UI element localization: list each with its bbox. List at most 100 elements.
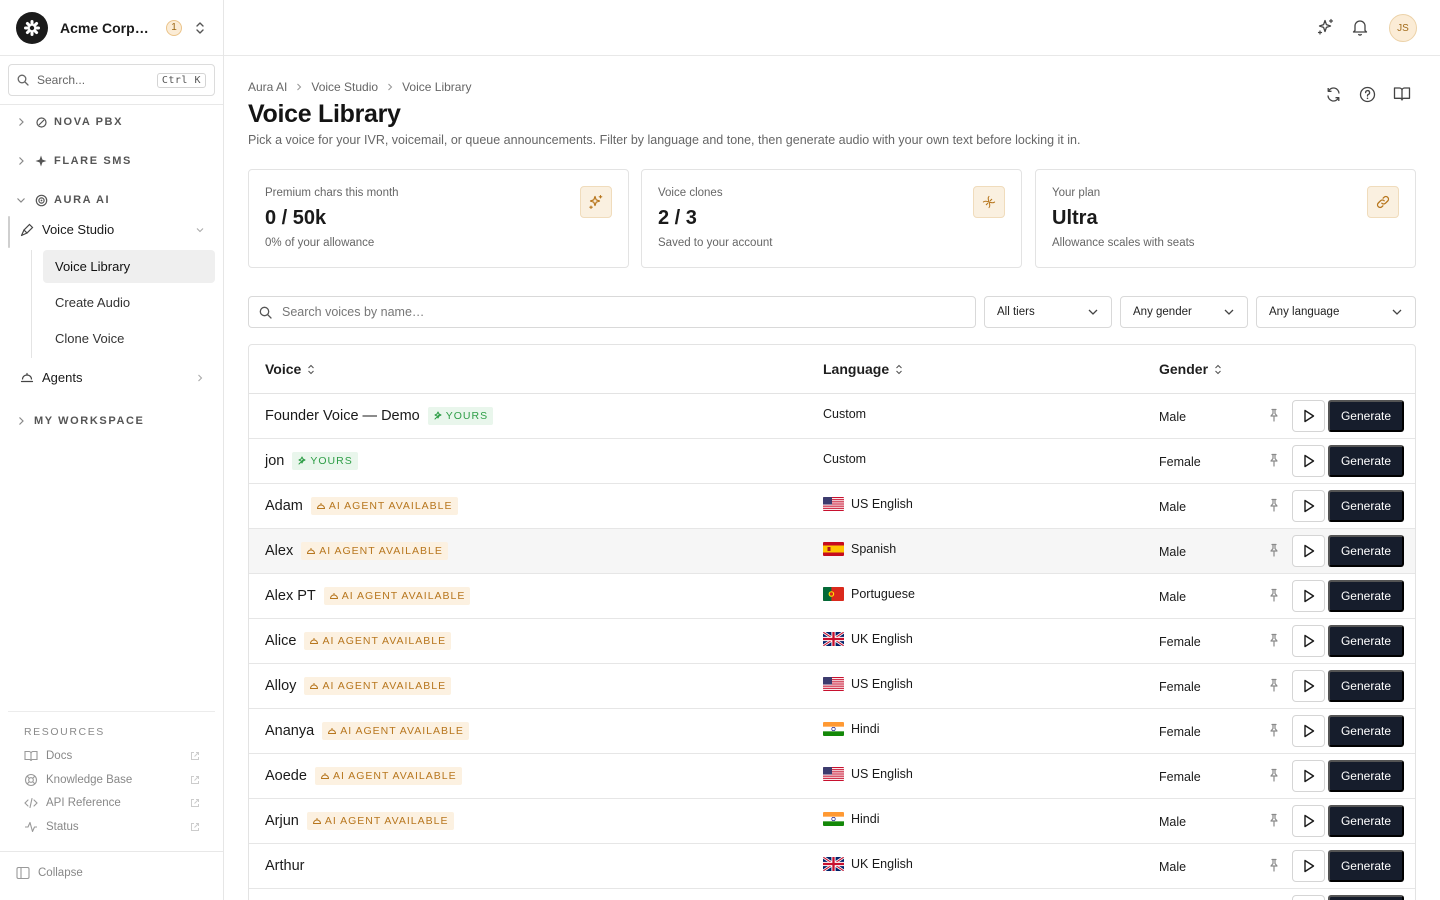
play-preview-button[interactable] [1292, 535, 1325, 567]
stat-label: Voice clones [658, 187, 723, 199]
sort-gender-header[interactable]: Gender [1159, 361, 1222, 377]
resource-api-reference[interactable]: API Reference [24, 794, 200, 812]
table-row[interactable]: Arthur UK English Male Generate [249, 844, 1415, 889]
table-row[interactable]: Generate [249, 889, 1415, 900]
breadcrumb-item[interactable]: Aura AI [248, 80, 288, 94]
sparkles-icon[interactable] [1317, 18, 1335, 36]
table-row[interactable]: Ananya AI AGENT AVAILABLE Hindi Female Ge… [249, 709, 1415, 754]
pin-icon[interactable] [1268, 768, 1280, 782]
pin-icon[interactable] [1268, 453, 1280, 467]
play-preview-button[interactable] [1292, 400, 1325, 432]
generate-button[interactable]: Generate [1328, 670, 1404, 702]
sort-voice-header[interactable]: Voice [265, 361, 315, 377]
sidebar-search[interactable]: Search... Ctrl K [8, 64, 215, 96]
pin-icon[interactable] [1268, 588, 1280, 602]
voice-cell: jon YOURS [265, 439, 358, 483]
gender-cell: Male [1159, 410, 1187, 424]
language-label: UK English [851, 857, 913, 871]
group-flare-sms[interactable]: FLARE SMS [16, 151, 132, 171]
table-row[interactable]: Arjun AI AGENT AVAILABLE Hindi Male Gener… [249, 799, 1415, 844]
sort-language-header[interactable]: Language [823, 361, 903, 377]
book-open-icon[interactable] [1393, 86, 1411, 102]
collapse-sidebar-button[interactable]: Collapse [16, 866, 83, 880]
voice-search-input[interactable]: Search voices by name… [248, 296, 976, 328]
group-my-workspace[interactable]: MY WORKSPACE [16, 411, 144, 431]
refresh-icon[interactable] [1325, 86, 1342, 103]
pin-icon[interactable] [1268, 858, 1280, 872]
avatar[interactable]: JS [1389, 14, 1417, 42]
table-row[interactable]: Adam AI AGENT AVAILABLE US English Male G… [249, 484, 1415, 529]
agent-available-badge: AI AGENT AVAILABLE [301, 542, 448, 560]
table-row[interactable]: Alloy AI AGENT AVAILABLE US English Femal… [249, 664, 1415, 709]
generate-button[interactable]: Generate [1328, 445, 1404, 477]
sidebar-item-clone-voice[interactable]: Clone Voice [55, 331, 125, 346]
sidebar-item-voice-library[interactable]: Voice Library [43, 250, 215, 283]
play-preview-button[interactable] [1292, 490, 1325, 522]
column-label: Voice [265, 361, 302, 377]
flag-us-icon [823, 677, 844, 691]
sidebar-item-agents[interactable]: Agents [20, 370, 205, 385]
pin-icon[interactable] [1268, 408, 1280, 422]
generate-button[interactable]: Generate [1328, 895, 1404, 900]
tier-select[interactable]: All tiers [984, 296, 1112, 328]
generate-button[interactable]: Generate [1328, 490, 1404, 522]
play-preview-button[interactable] [1292, 445, 1325, 477]
play-preview-button[interactable] [1292, 760, 1325, 792]
table-row[interactable]: Aoede AI AGENT AVAILABLE US English Femal… [249, 754, 1415, 799]
generate-button[interactable]: Generate [1328, 535, 1404, 567]
org-switcher[interactable]: Acme Corporation 1 [0, 0, 223, 56]
play-preview-button[interactable] [1292, 670, 1325, 702]
breadcrumb-item[interactable]: Voice Studio [311, 80, 379, 94]
bell-icon[interactable] [1352, 18, 1368, 36]
play-preview-button[interactable] [1292, 805, 1325, 837]
pin-icon[interactable] [1268, 678, 1280, 692]
table-row[interactable]: Alice AI AGENT AVAILABLE UK English Femal… [249, 619, 1415, 664]
table-row[interactable]: jon YOURS Custom Female Generate [249, 439, 1415, 484]
generate-button[interactable]: Generate [1328, 850, 1404, 882]
bot-icon [306, 546, 319, 556]
play-preview-button[interactable] [1292, 850, 1325, 882]
language-label: UK English [851, 632, 913, 646]
bot-icon [20, 371, 34, 385]
chevron-down-icon [1391, 306, 1403, 318]
table-row[interactable]: Founder Voice — Demo YOURS Custom Male Ge… [249, 394, 1415, 439]
language-cell: Portuguese [823, 572, 915, 616]
language-cell: Hindi [823, 797, 880, 841]
badge-label: AI AGENT AVAILABLE [324, 815, 449, 827]
table-row[interactable]: Alex PT AI AGENT AVAILABLE Portuguese Mal… [249, 574, 1415, 619]
group-nova-pbx[interactable]: NOVA PBX [16, 112, 123, 132]
sidebar-item-voice-studio[interactable]: Voice Studio [20, 222, 205, 237]
sidebar-search-placeholder: Search... [37, 73, 86, 87]
pin-icon[interactable] [1268, 543, 1280, 557]
search-icon [259, 306, 272, 319]
generate-button[interactable]: Generate [1328, 580, 1404, 612]
flag-in-icon [823, 812, 844, 826]
language-label: US English [851, 677, 913, 691]
help-icon[interactable] [1359, 86, 1376, 103]
resource-knowledge-base[interactable]: Knowledge Base [24, 771, 200, 789]
generate-button[interactable]: Generate [1328, 715, 1404, 747]
voice-name: jon [265, 453, 285, 469]
language-select[interactable]: Any language [1256, 296, 1416, 328]
play-preview-button[interactable] [1292, 580, 1325, 612]
activity-icon [24, 821, 38, 833]
gender-select[interactable]: Any gender [1120, 296, 1248, 328]
play-preview-button[interactable] [1292, 625, 1325, 657]
chevron-up-down-icon[interactable] [194, 21, 206, 35]
generate-button[interactable]: Generate [1328, 625, 1404, 657]
group-aura-ai[interactable]: AURA AI [16, 190, 110, 210]
play-preview-button[interactable] [1292, 895, 1325, 900]
resource-docs[interactable]: Docs [24, 747, 200, 765]
pin-icon[interactable] [1268, 723, 1280, 737]
table-row[interactable]: Alex AI AGENT AVAILABLE Spanish Male Gene… [249, 529, 1415, 574]
resource-status[interactable]: Status [24, 818, 200, 836]
sidebar-item-create-audio[interactable]: Create Audio [55, 295, 131, 310]
language-label: Portuguese [851, 587, 915, 601]
pin-icon[interactable] [1268, 633, 1280, 647]
generate-button[interactable]: Generate [1328, 400, 1404, 432]
play-preview-button[interactable] [1292, 715, 1325, 747]
pin-icon[interactable] [1268, 813, 1280, 827]
pin-icon[interactable] [1268, 498, 1280, 512]
generate-button[interactable]: Generate [1328, 805, 1404, 837]
generate-button[interactable]: Generate [1328, 760, 1404, 792]
